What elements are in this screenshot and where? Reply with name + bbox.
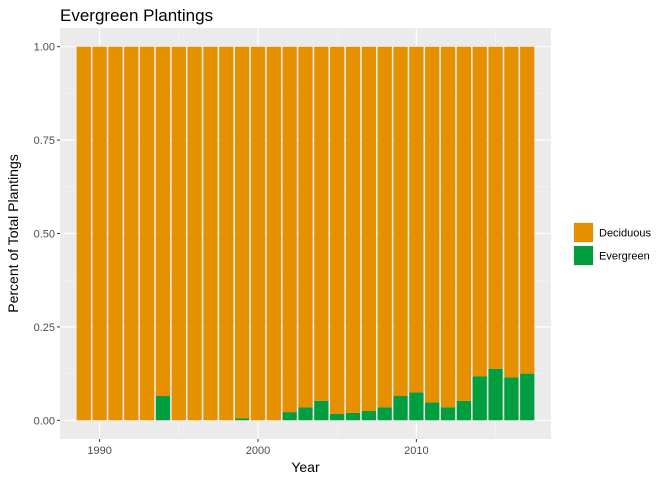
bar-deciduous-2004 — [314, 46, 329, 401]
bar-deciduous-2001 — [266, 46, 281, 421]
bar-deciduous-1994 — [155, 46, 171, 397]
legend-label-deciduous: Deciduous — [599, 228, 651, 240]
chart-title: Evergreen Plantings — [60, 6, 213, 25]
bar-evergreen-2011 — [425, 402, 440, 421]
bar-deciduous-1997 — [203, 46, 218, 421]
bar-evergreen-2003 — [298, 407, 313, 421]
bar-deciduous-1998 — [219, 46, 234, 421]
bar-evergreen-2016 — [504, 377, 519, 421]
bar-deciduous-1990 — [92, 46, 107, 421]
bar-deciduous-1989 — [76, 46, 91, 421]
bar-evergreen-2007 — [361, 410, 376, 421]
bar-deciduous-1996 — [187, 46, 202, 421]
bar-deciduous-2012 — [440, 46, 456, 408]
y-tick-label: 0.25 — [34, 322, 55, 334]
bar-deciduous-2014 — [472, 46, 487, 377]
legend: Deciduous Evergreen — [573, 222, 651, 266]
bar-deciduous-2009 — [393, 46, 408, 397]
bar-evergreen-2004 — [314, 400, 329, 421]
bar-deciduous-2008 — [377, 46, 392, 408]
bar-deciduous-2015 — [488, 46, 503, 369]
legend-swatch-deciduous — [574, 223, 593, 242]
bars — [76, 46, 535, 421]
bar-deciduous-2013 — [456, 46, 472, 401]
x-axis-title: Year — [291, 459, 320, 475]
bar-deciduous-2003 — [298, 46, 313, 408]
y-tick-label: 0.00 — [34, 415, 55, 427]
axes: 0.00 0.25 0.50 0.75 1.00 1990 2000 2010 — [34, 42, 429, 457]
legend-label-evergreen: Evergreen — [599, 251, 650, 263]
bar-evergreen-2015 — [488, 368, 503, 421]
bar-deciduous-2000 — [250, 46, 266, 421]
bar-evergreen-2013 — [456, 400, 472, 421]
bar-evergreen-2012 — [440, 407, 456, 421]
bar-evergreen-2005 — [330, 413, 345, 421]
bar-evergreen-1999 — [235, 418, 250, 421]
bar-evergreen-2008 — [377, 407, 392, 421]
bar-deciduous-2007 — [361, 46, 376, 411]
y-tick-label: 0.75 — [34, 135, 55, 147]
bar-deciduous-2002 — [282, 46, 297, 413]
bar-deciduous-1995 — [171, 46, 186, 421]
bar-deciduous-1992 — [124, 46, 139, 421]
bar-evergreen-2014 — [472, 376, 487, 421]
bar-deciduous-2017 — [520, 46, 535, 374]
bar-deciduous-1991 — [108, 46, 123, 421]
bar-evergreen-2006 — [345, 412, 361, 421]
y-tick-label: 0.50 — [34, 229, 55, 241]
x-tick-label: 2010 — [404, 445, 428, 457]
x-tick-label: 2000 — [246, 445, 270, 457]
bar-evergreen-2002 — [282, 412, 297, 421]
bar-evergreen-1994 — [155, 396, 171, 421]
y-tick-label: 1.00 — [34, 42, 55, 54]
bar-evergreen-2009 — [393, 396, 408, 421]
bar-deciduous-2005 — [330, 46, 345, 414]
bar-evergreen-2010 — [409, 392, 424, 421]
x-tick-label: 1990 — [87, 445, 111, 457]
bar-deciduous-1993 — [139, 46, 155, 421]
legend-swatch-evergreen — [574, 246, 593, 265]
bar-deciduous-2011 — [425, 46, 440, 403]
bar-evergreen-2017 — [520, 373, 535, 421]
bar-deciduous-2010 — [409, 46, 424, 393]
bar-deciduous-2006 — [345, 46, 361, 413]
bar-deciduous-1999 — [235, 46, 250, 419]
bar-deciduous-2016 — [504, 46, 519, 378]
y-axis-title: Percent of Total Plantings — [5, 154, 21, 313]
